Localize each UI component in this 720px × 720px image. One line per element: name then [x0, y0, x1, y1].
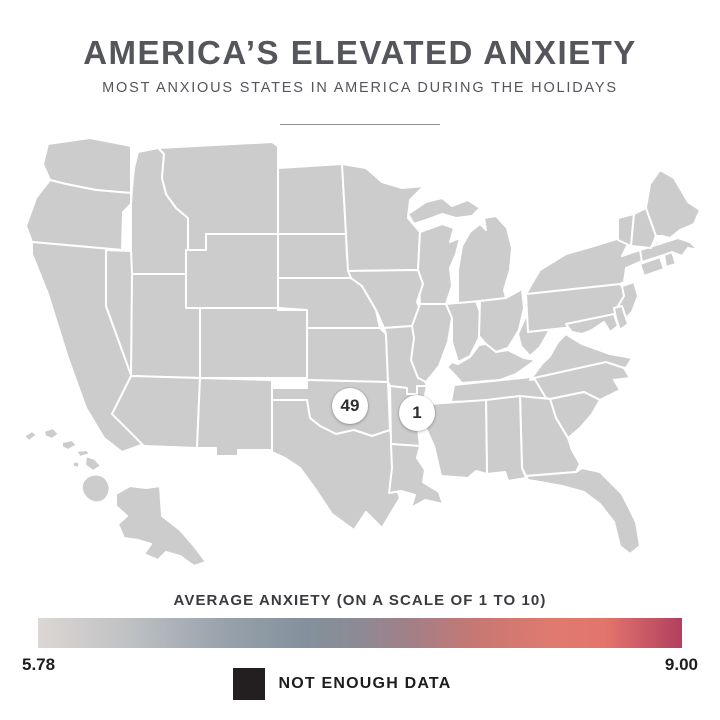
state-new-mexico — [196, 377, 273, 457]
state-hawaii-niihau — [23, 430, 38, 442]
state-wisconsin — [417, 223, 461, 305]
state-alaska — [115, 485, 207, 567]
state-hawaii-maui — [84, 455, 102, 472]
state-michigan-upper — [407, 197, 481, 225]
state-kansas — [306, 327, 389, 383]
state-delaware — [613, 305, 629, 331]
state-south-dakota — [277, 233, 354, 279]
state-mississippi — [423, 399, 488, 479]
no-data-legend: NOT ENOUGH DATA — [0, 668, 702, 700]
legend-scale-labels: 5.78 9.00 — [22, 655, 698, 675]
state-hawaii-lanai — [71, 460, 81, 469]
state-illinois — [410, 303, 453, 383]
legend-min-label: 5.78 — [22, 655, 56, 674]
legend-max-label: 9.00 — [664, 655, 698, 674]
us-choropleth-map — [10, 138, 710, 608]
no-data-swatch — [232, 668, 265, 700]
page-title: AMERICA’S ELEVATED ANXIETY — [83, 34, 637, 71]
page-subtitle: MOST ANXIOUS STATES IN AMERICA DURING TH… — [102, 80, 618, 96]
header: AMERICA’S ELEVATED ANXIETY MOST ANXIOUS … — [0, 34, 720, 96]
state-florida — [525, 467, 641, 555]
rank-badge-oklahoma-label: 49 — [340, 396, 360, 415]
legend-title: AVERAGE ANXIETY (ON A SCALE OF 1 TO 10) — [173, 592, 547, 609]
rank-badge-arkansas-label: 1 — [412, 403, 422, 422]
rank-badge-oklahoma: 49 — [332, 388, 368, 424]
state-louisiana — [388, 443, 444, 509]
state-ohio — [478, 288, 525, 353]
state-alabama — [485, 395, 527, 482]
state-hawaii-molokai — [75, 449, 91, 458]
rank-badge-arkansas: 1 — [399, 395, 435, 431]
state-north-dakota — [277, 163, 347, 235]
state-hawaii-kauai — [43, 427, 60, 440]
state-kentucky — [446, 343, 537, 384]
state-hawaii-big-island — [80, 473, 111, 504]
no-data-label: NOT ENOUGH DATA — [278, 675, 452, 692]
state-oregon — [25, 179, 132, 251]
state-minnesota — [341, 163, 425, 272]
state-colorado — [199, 307, 308, 379]
state-michigan-lower — [457, 215, 513, 304]
state-maine — [645, 169, 701, 239]
divider-line — [280, 124, 440, 125]
legend-gradient-bar — [38, 618, 682, 648]
state-massachusetts — [639, 237, 699, 263]
us-map-svg — [23, 138, 701, 567]
state-new-hampshire — [630, 207, 657, 249]
state-hawaii-oahu — [61, 439, 78, 451]
